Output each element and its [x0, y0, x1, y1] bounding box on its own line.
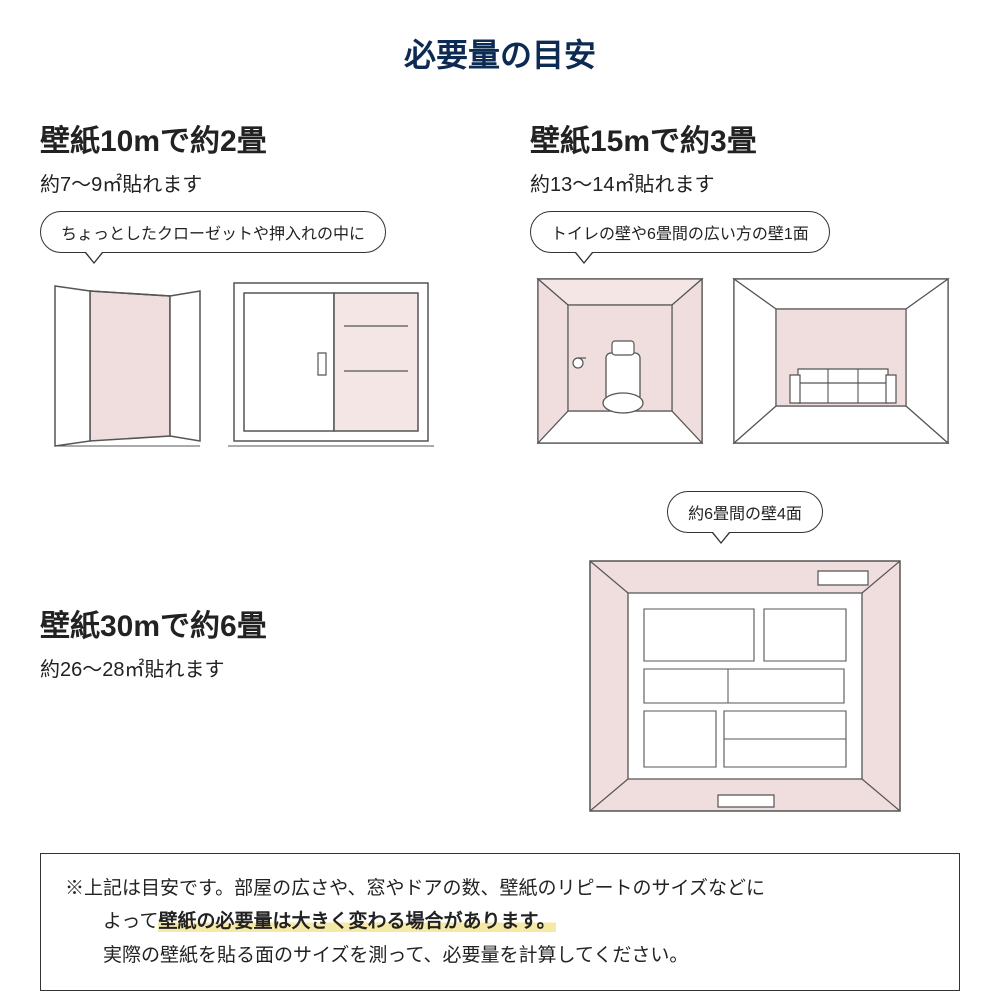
- closet-icon: [40, 271, 210, 451]
- illus-15m: [530, 271, 960, 451]
- bubble-10m: ちょっとしたクローゼットや押入れの中に: [40, 211, 386, 253]
- section-30m-illus: 約6畳間の壁4面: [530, 491, 960, 821]
- note-line3: 実際の壁紙を貼る面のサイズを測って、必要量を計算してください。: [65, 945, 688, 966]
- bubble-30m: 約6畳間の壁4面: [667, 491, 823, 533]
- row-1: 壁紙10mで約2畳 約7〜9㎡貼れます ちょっとしたクローゼットや押入れの中に: [40, 116, 960, 451]
- note-line1: ※上記は目安です。部屋の広さや、窓やドアの数、壁紙のリピートのサイズなどに: [65, 878, 765, 899]
- section-30m: 壁紙30mで約6畳 約26〜28㎡貼れます: [40, 491, 470, 696]
- toilet-room-icon: [530, 271, 710, 451]
- section-10m: 壁紙10mで約2畳 約7〜9㎡貼れます ちょっとしたクローゼットや押入れの中に: [40, 116, 470, 451]
- sub-15m: 約13〜14㎡貼れます: [530, 168, 960, 197]
- heading-10m: 壁紙10mで約2畳: [40, 116, 470, 160]
- note-box: ※上記は目安です。部屋の広さや、窓やドアの数、壁紙のリピートのサイズなどに よっ…: [40, 853, 960, 991]
- note-line2-prefix: よって: [65, 911, 158, 932]
- illus-10m: [40, 271, 470, 451]
- sub-10m: 約7〜9㎡貼れます: [40, 168, 470, 197]
- content-area: 壁紙10mで約2畳 約7〜9㎡貼れます ちょっとしたクローゼットや押入れの中に: [40, 116, 960, 821]
- living-wall-icon: [726, 271, 956, 451]
- room-4walls-icon: [580, 551, 910, 821]
- page-title: 必要量の目安: [40, 30, 960, 76]
- note-highlight: 壁紙の必要量は大きく変わる場合があります。: [158, 911, 555, 932]
- sub-30m: 約26〜28㎡貼れます: [40, 653, 470, 682]
- bubble-15m: トイレの壁や6畳間の広い方の壁1面: [530, 211, 830, 253]
- cabinet-icon: [226, 271, 436, 451]
- heading-30m: 壁紙30mで約6畳: [40, 601, 470, 645]
- section-15m: 壁紙15mで約3畳 約13〜14㎡貼れます トイレの壁や6畳間の広い方の壁1面: [530, 116, 960, 451]
- row-2: 壁紙30mで約6畳 約26〜28㎡貼れます 約6畳間の壁4面: [40, 491, 960, 821]
- heading-15m: 壁紙15mで約3畳: [530, 116, 960, 160]
